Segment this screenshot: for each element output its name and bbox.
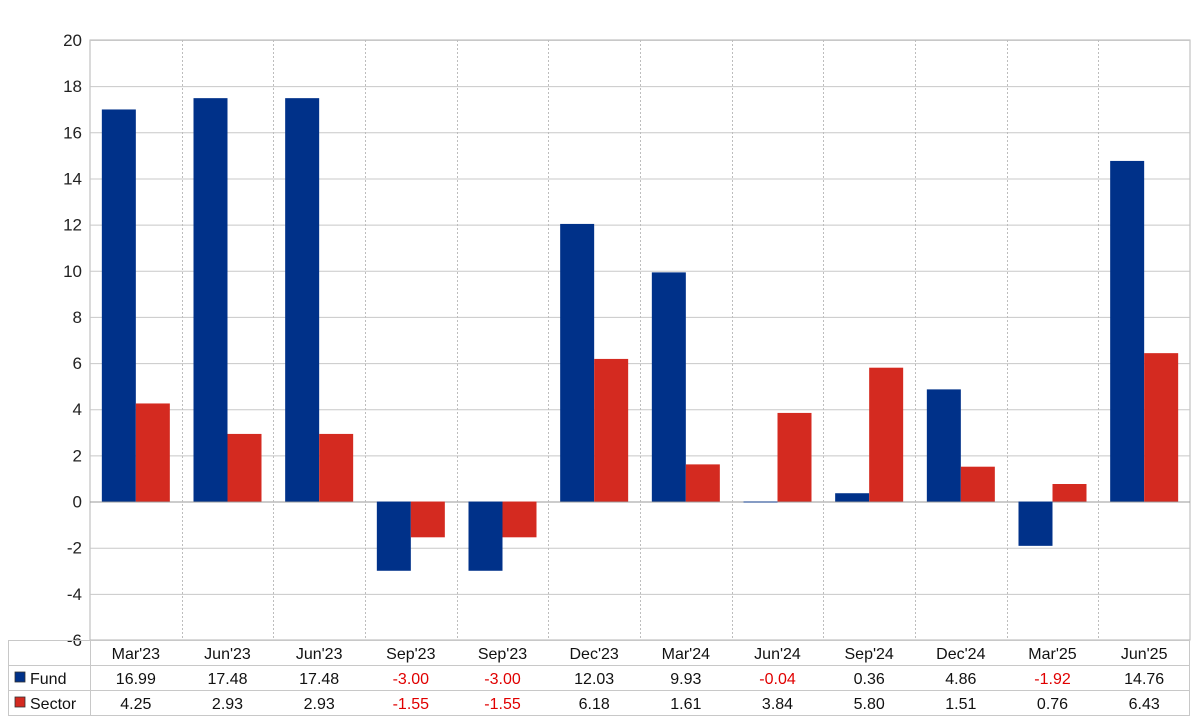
bar-sector	[594, 358, 629, 502]
x-tick-label: Mar'24	[662, 646, 711, 663]
y-tick-label: 12	[63, 216, 82, 235]
bar-fund	[285, 98, 320, 502]
bar-fund	[743, 501, 778, 503]
legend-label-fund: Fund	[30, 671, 66, 688]
table-frame	[8, 640, 1190, 716]
bar-sector	[960, 466, 995, 502]
data-label-sector: 6.18	[579, 696, 610, 713]
data-label-sector: 2.93	[304, 696, 335, 713]
data-label-fund: 17.48	[299, 671, 339, 688]
y-tick-label: 16	[63, 123, 82, 142]
data-label-sector: 2.93	[212, 696, 243, 713]
data-label-sector: 1.51	[945, 696, 976, 713]
bar-fund	[651, 272, 686, 502]
y-tick-label: 2	[73, 446, 82, 465]
x-tick-label: Jun'23	[296, 646, 343, 663]
data-label-sector: 5.80	[854, 696, 885, 713]
data-label-fund: 17.48	[207, 671, 247, 688]
data-label-fund: -1.92	[1034, 671, 1071, 688]
data-table: Mar'23 Jun'23 Jun'23 Sep'23 Sep'23 Dec'23 Mar'…	[8, 640, 1190, 716]
bar-fund	[560, 223, 595, 502]
bar-fund	[101, 109, 136, 502]
x-tick-label: Jun'25	[1121, 646, 1168, 663]
y-tick-label: 4	[73, 400, 82, 419]
bar-sector	[869, 367, 904, 502]
bar-sector	[135, 403, 170, 502]
bar-sector	[502, 501, 537, 538]
bar-sector	[319, 433, 354, 502]
bar-fund	[835, 493, 870, 502]
data-label-fund: 12.03	[574, 671, 614, 688]
y-tick-label: -4	[67, 585, 82, 604]
data-label-sector: -1.55	[484, 696, 521, 713]
y-tick-label: 18	[63, 77, 82, 96]
y-tick-label: 10	[63, 262, 82, 281]
x-tick-label: Mar'25	[1028, 646, 1077, 663]
x-tick-label: Mar'23	[112, 646, 161, 663]
data-label-sector: 3.84	[762, 696, 793, 713]
data-label-fund: -3.00	[484, 671, 521, 688]
y-tick-label: 8	[73, 308, 82, 327]
legend-swatch-fund	[14, 671, 26, 683]
y-tick-label: 6	[73, 354, 82, 373]
y-tick-label: 20	[63, 31, 82, 50]
x-tick-label: Sep'24	[845, 646, 894, 663]
bars	[101, 98, 1179, 571]
data-label-sector: 1.61	[670, 696, 701, 713]
data-label-fund: 14.76	[1124, 671, 1164, 688]
bar-sector	[777, 412, 812, 502]
x-tick-label: Sep'23	[386, 646, 435, 663]
data-label-sector: 6.43	[1129, 696, 1160, 713]
x-tick-label: Sep'23	[478, 646, 527, 663]
bar-sector	[685, 464, 720, 502]
bar-sector	[1144, 353, 1179, 502]
y-tick-label: 14	[63, 169, 82, 188]
legend-swatch-sector	[14, 696, 26, 708]
y-tick-label: -2	[67, 539, 82, 558]
data-label-fund: -0.04	[759, 671, 796, 688]
bar-fund	[1018, 501, 1053, 546]
bar-sector	[1052, 484, 1087, 502]
bar-fund	[1110, 160, 1145, 502]
legend-label-sector: Sector	[30, 696, 77, 713]
data-label-fund: -3.00	[393, 671, 430, 688]
bar-sector	[410, 501, 445, 538]
bar-fund	[468, 501, 503, 571]
x-tick-label: Jun'23	[204, 646, 251, 663]
data-label-fund: 9.93	[670, 671, 701, 688]
data-label-fund: 4.86	[945, 671, 976, 688]
bar-fund	[926, 389, 961, 502]
data-label-fund: 0.36	[854, 671, 885, 688]
x-tick-label: Jun'24	[754, 646, 801, 663]
bar-fund	[193, 98, 228, 502]
x-tick-label: Dec'24	[936, 646, 985, 663]
grid	[89, 39, 1191, 641]
y-tick-label: 0	[73, 493, 82, 512]
bar-sector	[227, 433, 262, 502]
data-label-sector: -1.55	[393, 696, 430, 713]
data-label-sector: 0.76	[1037, 696, 1068, 713]
bar-fund	[376, 501, 411, 571]
data-label-fund: 16.99	[116, 671, 156, 688]
x-tick-label: Dec'23	[570, 646, 619, 663]
data-label-sector: 4.25	[120, 696, 151, 713]
